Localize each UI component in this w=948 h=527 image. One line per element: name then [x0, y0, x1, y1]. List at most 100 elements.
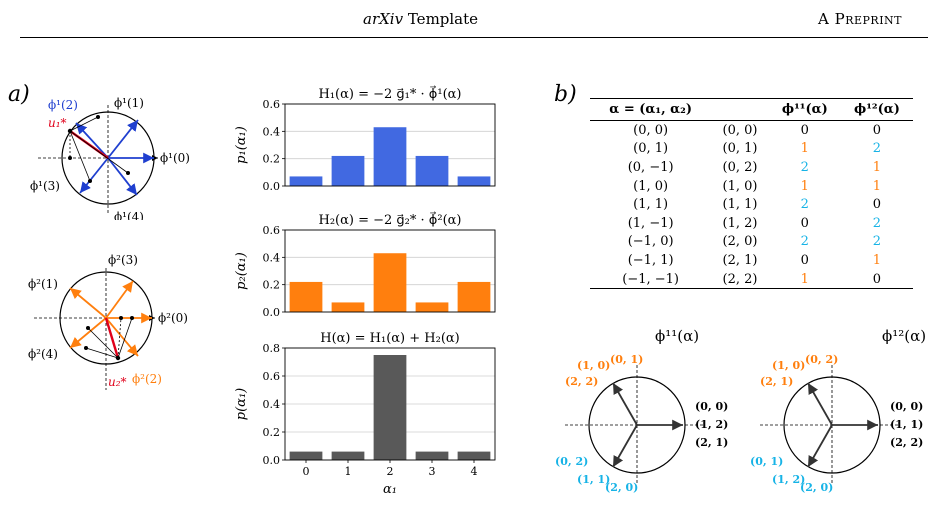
table-row: (0, 0) (0, 0) 0 0 — [590, 121, 913, 140]
x-tick-label: 2 — [387, 465, 394, 478]
table-cell: 1 — [872, 252, 882, 268]
phi11-bot-b: (1, 1) — [577, 473, 610, 486]
phi12-top-a: (1, 0) — [772, 359, 805, 372]
x-tick-label: 3 — [429, 465, 436, 478]
table-cell: (1, −1) — [627, 215, 674, 231]
y-tick-label: 0.0 — [263, 180, 281, 193]
bar — [331, 451, 365, 460]
table-row: (0, −1) (0, 2) 2 1 — [590, 158, 913, 177]
bar — [331, 302, 365, 312]
y-tick-label: 0.2 — [263, 279, 281, 292]
bar — [289, 281, 323, 312]
table-row: (−1, −1) (2, 2) 1 0 — [590, 270, 913, 289]
table-cell: (1, 0) — [633, 178, 669, 194]
phi11-bot-c: (2, 0) — [605, 481, 638, 494]
chart-title: H₂(α) = −2 g⃗₂* · ϕ⃗²(α) — [319, 212, 462, 228]
phi11-bot-a: (0, 2) — [555, 455, 588, 468]
table-cell: 0 — [800, 215, 809, 231]
table-cell: (−1, −1) — [622, 271, 680, 287]
table-cell: 1 — [800, 178, 809, 194]
y-axis-label: p₁(α₁) — [234, 126, 249, 164]
table-cell: (0, 1) — [633, 141, 669, 157]
circle-2-diagram: ϕ²(3) ϕ²(1) ϕ²(0) ϕ²(4) ϕ²(2) u₂* — [28, 253, 188, 390]
table-cell: 1 — [872, 159, 882, 175]
circle-1-diagram: ϕ¹(2) ϕ¹(1) ϕ¹(0) ϕ¹(3) ϕ¹(4) u₁* — [30, 96, 190, 220]
table-cell: (0, 0) — [722, 122, 758, 138]
phi12-right-a: (0, 0) — [890, 400, 923, 413]
bar — [457, 176, 491, 186]
label-phi2-3: ϕ²(3) — [108, 253, 138, 267]
phi12-bot-b: (1, 2) — [772, 473, 805, 486]
bar — [289, 176, 323, 186]
y-tick-label: 0.6 — [263, 370, 281, 383]
label-phi2-4: ϕ²(4) — [28, 347, 58, 361]
phi12-top-c: (2, 1) — [760, 375, 793, 388]
y-tick-label: 0.0 — [263, 306, 281, 319]
chart-title: H₁(α) = −2 g⃗₁* · ϕ⃗¹(α) — [319, 86, 462, 102]
table-cell: (1, 1) — [633, 197, 669, 213]
phi12-title: ϕ¹²(α) — [882, 327, 926, 345]
table-cell: (2, 2) — [722, 271, 758, 287]
x-axis-label: α₁ — [383, 482, 397, 497]
y-tick-label: 0.4 — [263, 398, 281, 411]
phi11-top-a: (1, 0) — [577, 359, 610, 372]
x-tick-label: 4 — [471, 465, 478, 478]
table-row: (1, 1) (1, 1) 2 0 — [590, 195, 913, 214]
phi12-bot-a: (0, 1) — [750, 455, 783, 468]
table-cell: 0 — [800, 122, 809, 138]
table-header-phi12: ϕ¹²(α) — [853, 102, 900, 117]
circle-phi11-diagram: ϕ¹¹(α) (1, 0) (0, 1) (2, 2) (0, 0) (1, 2… — [555, 327, 728, 494]
table-cell: (1, 2) — [722, 215, 758, 231]
bar — [331, 155, 365, 186]
alpha-table: α = (α₁, α₂) ϕ¹¹(α) ϕ¹²(α) (0, 0) (0, 0) 0… — [590, 98, 913, 289]
phi11-title: ϕ¹¹(α) — [655, 327, 699, 345]
table-cell: (0, −1) — [627, 159, 674, 175]
y-tick-label: 0.6 — [263, 224, 281, 237]
table-cell: 0 — [872, 122, 882, 138]
label-phi1-0: ϕ¹(0) — [160, 151, 190, 165]
bar — [415, 451, 449, 460]
y-axis-label: p₂(α₁) — [234, 252, 249, 290]
label-u1: u₁* — [48, 116, 67, 130]
bar — [289, 451, 323, 460]
label-phi1-3: ϕ¹(3) — [30, 179, 60, 193]
table-cell: 2 — [872, 215, 882, 231]
label-phi2-0: ϕ²(0) — [158, 311, 188, 325]
table-cell: (0, 2) — [722, 159, 758, 175]
y-tick-label: 0.4 — [263, 125, 281, 138]
plot-frame — [284, 103, 496, 187]
table-row: (1, 0) (1, 0) 1 1 — [590, 177, 913, 196]
bar — [457, 451, 491, 460]
table-row: (−1, 0) (2, 0) 2 2 — [590, 233, 913, 252]
bar — [373, 253, 407, 312]
bar-charts: H₁(α) = −2 g⃗₁* · ϕ⃗¹(α) 0.0 0.2 0.4 0.6 p₁(α… — [234, 86, 496, 497]
table-cell: 2 — [800, 197, 809, 213]
x-tick-label: 1 — [345, 465, 352, 478]
table-cell: (0, 1) — [722, 141, 758, 157]
table-cell: 1 — [872, 178, 882, 194]
y-axis-label: p(α₁) — [234, 388, 249, 420]
phi12-right-c: (2, 2) — [890, 436, 923, 449]
phi11-right-b: (1, 2) — [695, 418, 728, 431]
header-rule — [20, 37, 928, 38]
table-cell: 0 — [872, 271, 882, 287]
table-cell: (1, 0) — [722, 178, 758, 194]
y-tick-label: 0.0 — [263, 454, 281, 467]
y-tick-label: 0.4 — [263, 251, 281, 264]
y-tick-label: 0.6 — [263, 98, 281, 111]
bar — [373, 355, 407, 460]
table-cell: 1 — [800, 141, 809, 157]
table-cell: 0 — [872, 197, 882, 213]
circle-phi12-diagram: ϕ¹²(α) (1, 0) (0, 2) (2, 1) (0, 0) (1, 1… — [750, 327, 926, 494]
bar — [373, 127, 407, 186]
panel-b-label: b) — [554, 82, 577, 107]
label-phi1-1: ϕ¹(1) — [114, 96, 144, 110]
y-tick-label: 0.2 — [263, 426, 281, 439]
bar — [415, 302, 449, 312]
table-cell: (2, 1) — [722, 252, 758, 268]
phi11-top-c: (2, 2) — [565, 375, 598, 388]
table-header: α = (α₁, α₂) ϕ¹¹(α) ϕ¹²(α) — [590, 98, 913, 121]
table-cell: (0, 0) — [633, 122, 669, 138]
table-cell: 2 — [872, 234, 882, 250]
y-tick-label: 0.8 — [263, 342, 281, 355]
